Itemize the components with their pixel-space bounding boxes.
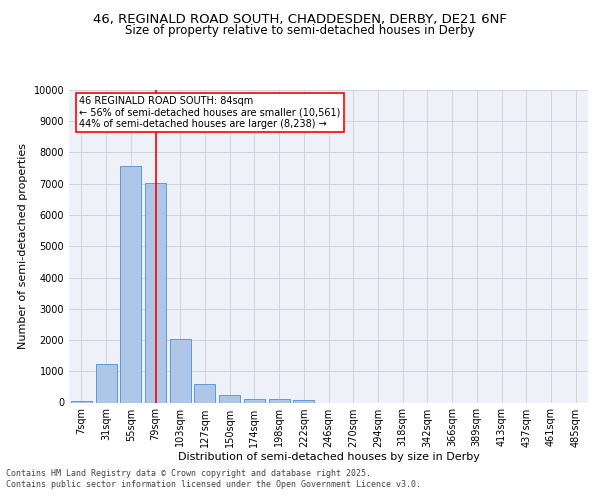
Bar [170, 339, 191, 402]
X-axis label: Distribution of semi-detached houses by size in Derby: Distribution of semi-detached houses by … [178, 452, 479, 462]
Text: Contains public sector information licensed under the Open Government Licence v3: Contains public sector information licen… [6, 480, 421, 489]
Bar [269, 400, 290, 402]
Bar [120, 166, 141, 402]
Text: Contains HM Land Registry data © Crown copyright and database right 2025.: Contains HM Land Registry data © Crown c… [6, 468, 371, 477]
Bar [219, 394, 240, 402]
Bar [244, 399, 265, 402]
Bar [293, 400, 314, 402]
Bar [145, 183, 166, 402]
Text: 46, REGINALD ROAD SOUTH, CHADDESDEN, DERBY, DE21 6NF: 46, REGINALD ROAD SOUTH, CHADDESDEN, DER… [93, 12, 507, 26]
Bar [194, 384, 215, 402]
Text: Size of property relative to semi-detached houses in Derby: Size of property relative to semi-detach… [125, 24, 475, 37]
Text: 46 REGINALD ROAD SOUTH: 84sqm
← 56% of semi-detached houses are smaller (10,561): 46 REGINALD ROAD SOUTH: 84sqm ← 56% of s… [79, 96, 341, 130]
Bar [95, 364, 116, 403]
Y-axis label: Number of semi-detached properties: Number of semi-detached properties [18, 143, 28, 349]
Bar [71, 401, 92, 402]
